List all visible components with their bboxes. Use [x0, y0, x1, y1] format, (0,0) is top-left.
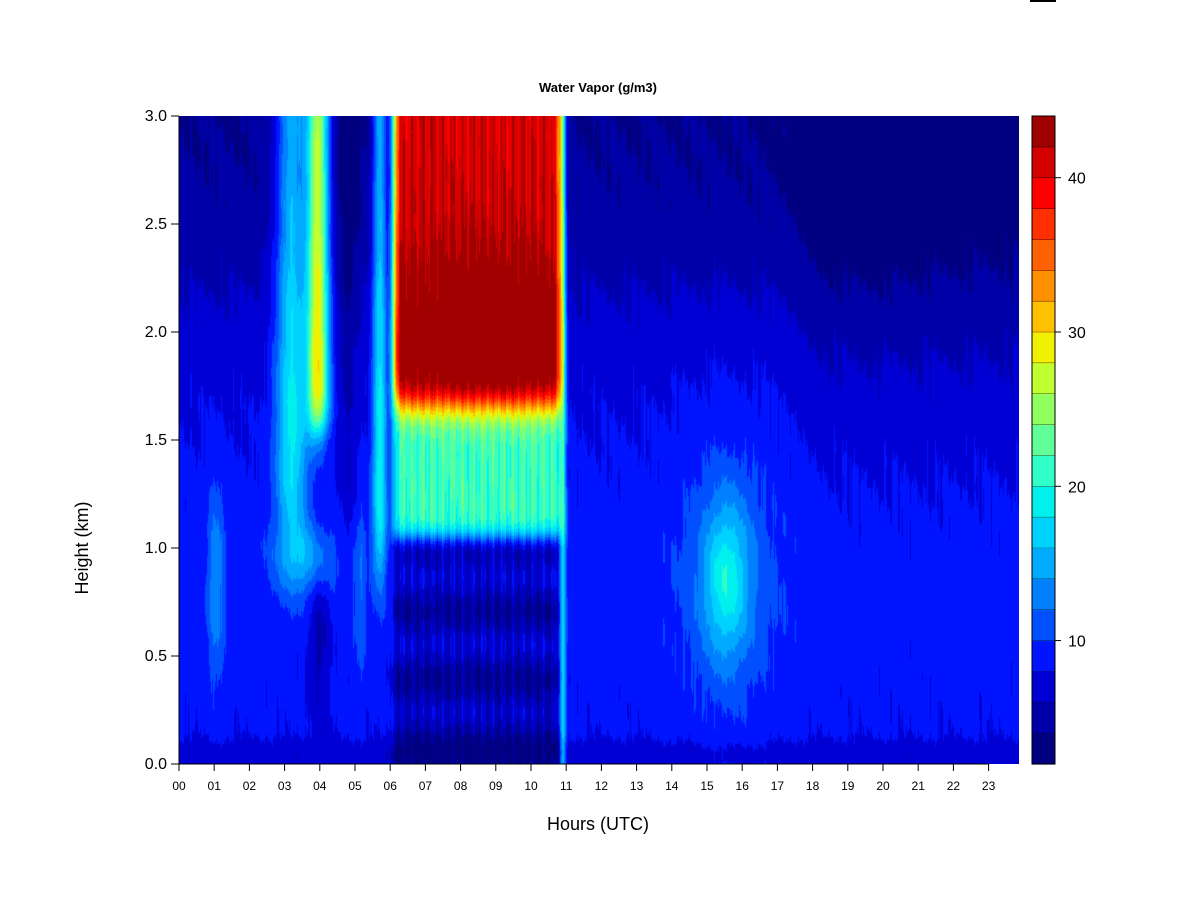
- y-tick-label: 2.0: [145, 324, 167, 341]
- colorbar-swatch: [1032, 116, 1055, 148]
- y-tick-label: 0.0: [145, 756, 167, 773]
- x-axis: 00 01 02 03 04 05 06 07 08 09 10 11 12 13 14 15 16 17 18 19…: [172, 763, 996, 793]
- x-tick-label: 21: [912, 779, 926, 793]
- colorbar: 10 20 30 40: [1031, 115, 1086, 765]
- x-axis-title: Hours (UTC): [547, 814, 649, 834]
- x-tick-label: 22: [947, 779, 961, 793]
- x-tick-label: 14: [665, 779, 679, 793]
- x-tick-label: 23: [982, 779, 996, 793]
- chart-title: Water Vapor (g/m3): [539, 80, 657, 95]
- colorbar-swatch: [1032, 393, 1055, 426]
- colorbar-swatch: [1032, 733, 1055, 765]
- x-tick-label: 19: [841, 779, 855, 793]
- colorbar-swatch: [1032, 301, 1055, 333]
- x-tick-label: 20: [876, 779, 890, 793]
- x-tick-label: 00: [172, 779, 186, 793]
- x-tick-label: 15: [700, 779, 714, 793]
- colorbar-frame: [1031, 115, 1056, 765]
- colorbar-tick-label: 10: [1068, 634, 1086, 651]
- x-tick-label: 10: [524, 779, 538, 793]
- y-tick-label: 1.5: [145, 432, 167, 449]
- colorbar-swatch: [1032, 517, 1055, 549]
- colorbar-swatch: [1032, 548, 1055, 580]
- colorbar-swatch: [1032, 455, 1055, 487]
- x-tick-label: 04: [313, 779, 327, 793]
- colorbar-tick-label: 30: [1068, 325, 1086, 342]
- colorbar-swatch: [1032, 424, 1055, 457]
- colorbar-swatch: [1032, 177, 1055, 210]
- colorbar-swatch: [1032, 640, 1055, 673]
- y-tick-label: 2.5: [145, 216, 167, 233]
- x-tick-label: 08: [454, 779, 468, 793]
- colorbar-tick-label: 20: [1068, 479, 1086, 496]
- colorbar-swatch: [1032, 609, 1055, 642]
- colorbar-swatch: [1032, 578, 1055, 611]
- heatmap-plot: [179, 116, 1019, 764]
- colorbar-tick-label: 40: [1068, 171, 1086, 188]
- colorbar-swatch: [1032, 702, 1055, 734]
- colorbar-swatch: [1032, 208, 1055, 241]
- y-axis: 0.0 0.5 1.0 1.5 2.0 2.5 3.0: [145, 108, 180, 773]
- colorbar-swatch: [1032, 362, 1055, 395]
- heatmap-raster: [179, 116, 1019, 764]
- colorbar-swatch: [1032, 270, 1055, 302]
- x-tick-label: 13: [630, 779, 644, 793]
- x-tick-label: 09: [489, 779, 503, 793]
- y-axis-title: Height (km): [72, 501, 92, 594]
- x-tick-label: 02: [243, 779, 257, 793]
- colorbar-swatch: [1032, 146, 1055, 179]
- colorbar-swatch: [1032, 332, 1055, 364]
- x-tick-label: 12: [595, 779, 609, 793]
- x-tick-label: 01: [208, 779, 222, 793]
- x-tick-label: 17: [771, 779, 785, 793]
- y-tick-label: 1.0: [145, 540, 167, 557]
- colorbar-swatch: [1032, 239, 1055, 271]
- x-tick-label: 06: [384, 779, 398, 793]
- colorbar-swatch: [1032, 486, 1055, 518]
- corner-mark: [1030, 0, 1056, 2]
- x-tick-label: 07: [419, 779, 433, 793]
- x-tick-label: 18: [806, 779, 820, 793]
- colorbar-swatch: [1032, 671, 1055, 703]
- x-tick-label: 11: [560, 779, 573, 793]
- y-tick-label: 3.0: [145, 108, 167, 125]
- x-tick-label: 16: [736, 779, 750, 793]
- x-tick-label: 05: [348, 779, 362, 793]
- x-tick-label: 03: [278, 779, 292, 793]
- y-tick-label: 0.5: [145, 648, 167, 665]
